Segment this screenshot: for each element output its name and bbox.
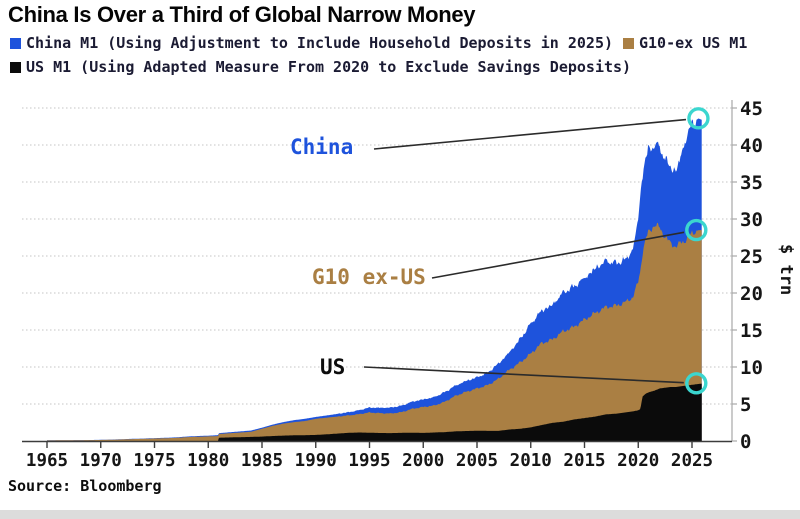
legend-swatch-us-m1 (10, 61, 21, 73)
annotation-label-us: US (320, 355, 346, 379)
bottom-strip (0, 510, 800, 519)
y-tick-label: 25 (740, 246, 763, 268)
annotation-label-china: China (290, 135, 354, 159)
x-tick-label: 2010 (510, 451, 552, 471)
us-m1-area (218, 383, 702, 441)
x-tick-label: 2020 (617, 451, 659, 471)
y-tick-label: 20 (740, 283, 763, 305)
china-marker-circle (687, 107, 710, 130)
chart-title: China Is Over a Third of Global Narrow M… (8, 2, 476, 27)
legend-label-g10-ex-us-m1: G10-ex US M1 (639, 34, 748, 52)
y-tick-label: 30 (740, 209, 763, 231)
x-tick-label: 2025 (671, 451, 713, 471)
g10-ex-us-marker-circle (685, 218, 708, 242)
x-tick-label: 1970 (80, 451, 122, 471)
x-tick-label: 1990 (295, 451, 337, 471)
y-axis-unit-label: $ trn (776, 244, 796, 295)
x-tick-label: 1975 (133, 451, 175, 471)
x-tick-label: 2000 (402, 451, 444, 471)
x-tick-label: 1985 (241, 451, 283, 471)
legend-label-us-m1: US M1 (Using Adapted Measure From 2020 t… (26, 58, 632, 76)
annotation-line (373, 118, 687, 150)
us-marker-circle (685, 372, 708, 395)
x-tick-label: 2015 (563, 451, 605, 471)
annotation-label-g10-ex-us: G10 ex-US (312, 265, 426, 289)
g10-ex-us-m1-area (47, 222, 702, 441)
y-tick-label: 5 (740, 394, 751, 416)
legend-swatch-china-m1 (10, 37, 21, 49)
y-tick-label: 15 (740, 320, 763, 342)
y-tick-label: 0 (740, 431, 751, 453)
x-tick-label: 2005 (456, 451, 498, 471)
legend-swatch-g10-ex-us-m1 (623, 37, 634, 49)
x-tick-label: 1995 (348, 451, 390, 471)
annotation-line (363, 366, 684, 384)
y-tick-label: 40 (740, 135, 763, 157)
legend-row-1: China M1 (Using Adjustment to Include Ho… (10, 34, 747, 52)
source-label: Source: Bloomberg (8, 477, 162, 495)
legend-label-china-m1: China M1 (Using Adjustment to Include Ho… (26, 34, 613, 52)
x-tick-label: 1980 (187, 451, 229, 471)
y-tick-label: 45 (740, 98, 763, 120)
annotation-line (431, 231, 685, 279)
legend-row-2: US M1 (Using Adapted Measure From 2020 t… (10, 58, 631, 76)
x-tick-label: 1965 (26, 451, 68, 471)
y-tick-label: 35 (740, 172, 763, 194)
y-tick-label: 10 (740, 357, 763, 379)
